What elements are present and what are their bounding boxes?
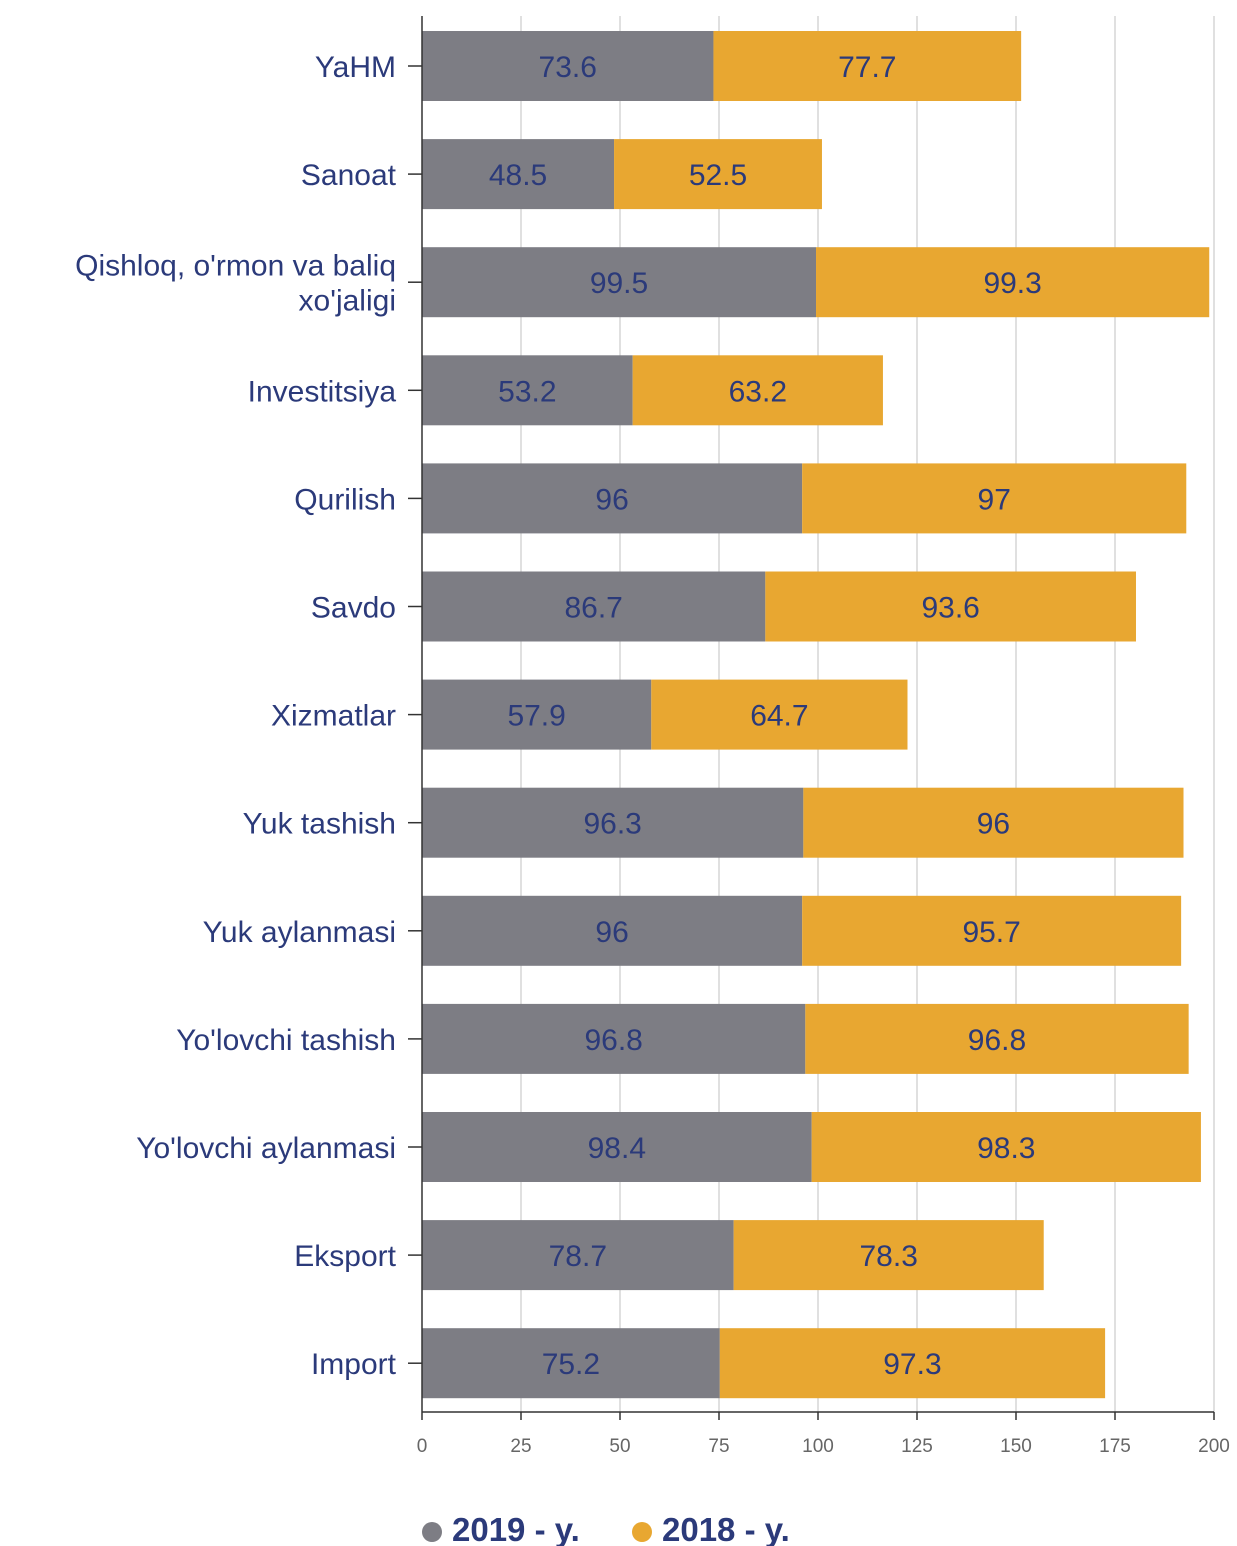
x-tick-label: 100 bbox=[802, 1436, 834, 1457]
x-tick-label: 50 bbox=[609, 1436, 630, 1457]
data-label: 95.7 bbox=[962, 916, 1020, 949]
data-label: 93.6 bbox=[921, 592, 979, 625]
bars: 73.6 77.7 48.5 52.5 99.5 99.3 53.2 63.2 96 97 86.7… bbox=[422, 31, 1210, 1399]
data-label: 96 bbox=[595, 916, 628, 949]
axes: YaHM Sanoat Qishloq, o'rmon va baliqxo'jal… bbox=[75, 16, 1230, 1457]
category-label: Xizmatlar bbox=[271, 700, 396, 733]
data-label: 53.2 bbox=[498, 375, 556, 408]
bar-series1 bbox=[422, 247, 817, 318]
x-tick-label: 75 bbox=[708, 1436, 729, 1457]
bar-series2 bbox=[805, 1003, 1189, 1074]
category-label: Eksport bbox=[294, 1240, 396, 1273]
data-label: 64.7 bbox=[750, 700, 808, 733]
x-tick-label: 125 bbox=[901, 1436, 933, 1457]
category-label: Yuk aylanmasi bbox=[203, 916, 396, 949]
x-tick-label: 200 bbox=[1198, 1436, 1230, 1457]
category-label: YaHM bbox=[315, 51, 396, 84]
data-label: 63.2 bbox=[729, 375, 787, 408]
category-label: Investitsiya bbox=[248, 375, 397, 408]
data-label: 52.5 bbox=[689, 159, 747, 192]
category-label: Qishloq, o'rmon va baliq bbox=[75, 250, 396, 283]
x-tick-label: 150 bbox=[1000, 1436, 1032, 1457]
data-label: 99.5 bbox=[590, 267, 648, 300]
bar-series2 bbox=[713, 31, 1022, 101]
category-label: xo'jaligi bbox=[299, 285, 396, 318]
bar-series2 bbox=[816, 247, 1210, 318]
bar-series1 bbox=[422, 1003, 806, 1074]
bar-series1 bbox=[422, 31, 714, 101]
data-label: 78.3 bbox=[859, 1240, 917, 1273]
data-label: 75.2 bbox=[542, 1348, 600, 1381]
data-label: 77.7 bbox=[838, 51, 896, 84]
data-label: 48.5 bbox=[489, 159, 547, 192]
bar-series2 bbox=[614, 139, 822, 210]
bar-series1 bbox=[422, 355, 633, 426]
legend-label: 2018 - y. bbox=[662, 1511, 790, 1546]
data-label: 98.4 bbox=[588, 1132, 646, 1165]
bar-series2 bbox=[733, 1220, 1044, 1291]
category-label: Import bbox=[311, 1348, 397, 1381]
data-label: 96 bbox=[595, 483, 628, 516]
bar-series2 bbox=[719, 1328, 1106, 1399]
data-label: 96.8 bbox=[584, 1024, 642, 1057]
bar-series2 bbox=[765, 571, 1136, 642]
data-label: 57.9 bbox=[507, 700, 565, 733]
category-label: Yo'lovchi tashish bbox=[176, 1024, 396, 1057]
bar-series1 bbox=[422, 1328, 720, 1399]
legend-label: 2019 - y. bbox=[452, 1511, 580, 1546]
bar-series1 bbox=[422, 1220, 734, 1291]
data-label: 96 bbox=[977, 808, 1010, 841]
legend-marker bbox=[422, 1522, 442, 1542]
legend: 2019 - y. 2018 - y. bbox=[422, 1511, 790, 1546]
bar-series1 bbox=[422, 1112, 812, 1182]
x-tick-label: 25 bbox=[510, 1436, 531, 1457]
data-label: 99.3 bbox=[983, 267, 1041, 300]
x-tick-label: 0 bbox=[417, 1436, 428, 1457]
bar-series1 bbox=[422, 571, 766, 642]
bar-series2 bbox=[632, 355, 883, 426]
data-label: 96.3 bbox=[583, 808, 641, 841]
legend-marker bbox=[632, 1522, 652, 1542]
data-label: 96.8 bbox=[968, 1024, 1026, 1057]
data-label: 97.3 bbox=[883, 1348, 941, 1381]
data-label: 98.3 bbox=[977, 1132, 1035, 1165]
bar-series2 bbox=[803, 787, 1184, 858]
category-label: Savdo bbox=[311, 592, 396, 625]
bar-series2 bbox=[802, 895, 1182, 966]
category-label: Yuk tashish bbox=[243, 808, 396, 841]
bar-series1 bbox=[422, 679, 652, 750]
category-label: Sanoat bbox=[301, 159, 397, 192]
data-label: 86.7 bbox=[564, 592, 622, 625]
bar-series1 bbox=[422, 463, 803, 534]
data-label: 73.6 bbox=[539, 51, 597, 84]
category-label: Qurilish bbox=[294, 483, 396, 516]
category-label: Yo'lovchi aylanmasi bbox=[136, 1132, 396, 1165]
bar-series1 bbox=[422, 787, 804, 858]
bar-series2 bbox=[651, 679, 908, 750]
x-tick-label: 175 bbox=[1099, 1436, 1131, 1457]
bar-series2 bbox=[802, 463, 1187, 534]
bar-series2 bbox=[811, 1112, 1201, 1182]
data-label: 97 bbox=[978, 483, 1011, 516]
bar-series1 bbox=[422, 139, 615, 210]
bar-series1 bbox=[422, 895, 803, 966]
data-label: 78.7 bbox=[549, 1240, 607, 1273]
